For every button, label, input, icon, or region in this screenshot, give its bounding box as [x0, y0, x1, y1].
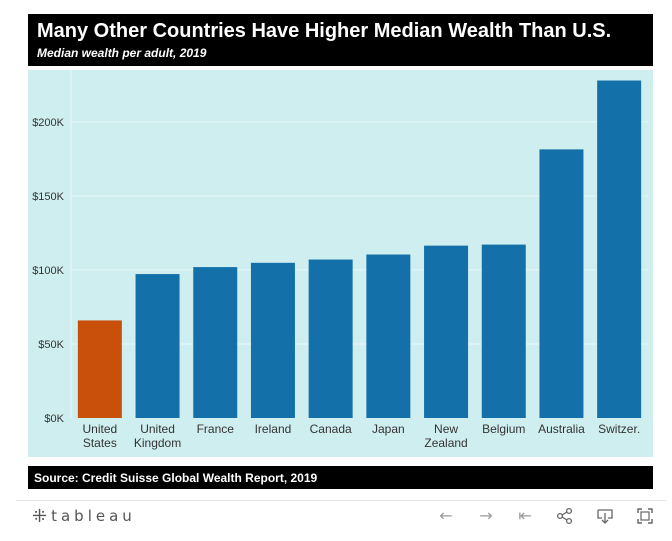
chart-area: $0K $50K $100K $150K $200K United States United…: [28, 70, 653, 457]
x-tick-label: New: [434, 422, 458, 436]
y-tick-label: $0K: [44, 413, 64, 425]
x-tick-label: Kingdom: [134, 436, 181, 450]
x-tick-label: United: [83, 422, 118, 436]
bar-chart: $0K$50K$100K$150K$200KUnitedStatesUnited…: [28, 70, 653, 457]
x-tick-label: Switzer.: [598, 422, 640, 436]
x-tick-label: Zealand: [424, 436, 467, 450]
y-tick-label: $50K: [38, 339, 64, 351]
bar: [308, 259, 353, 418]
bar: [250, 262, 295, 418]
x-tick-label: United: [140, 422, 175, 436]
source-note: Source: Credit Suisse Global Wealth Repo…: [34, 471, 318, 485]
fullscreen-icon[interactable]: [635, 507, 655, 525]
bar: [135, 274, 180, 418]
bar: [424, 245, 469, 418]
x-tick-label: Japan: [372, 422, 405, 436]
y-tick-label: $100K: [32, 265, 64, 277]
y-tick-label: $150K: [32, 191, 64, 203]
x-tick-label: Canada: [310, 422, 352, 436]
x-tick-label: States: [83, 436, 117, 450]
chart-header: Many Other Countries Have Higher Median …: [28, 14, 653, 66]
download-icon[interactable]: [595, 507, 615, 525]
share-icon[interactable]: [555, 507, 575, 525]
undo-icon[interactable]: ←: [439, 506, 453, 525]
revert-icon[interactable]: ⇤: [518, 506, 532, 525]
bar: [481, 244, 526, 418]
bar: [597, 80, 642, 419]
x-tick-label: Belgium: [482, 422, 525, 436]
tableau-logo-icon: ⁜: [32, 506, 48, 526]
bar: [193, 267, 238, 418]
chart-subtitle: Median wealth per adult, 2019: [37, 46, 207, 60]
chart-title: Many Other Countries Have Higher Median …: [37, 20, 612, 42]
tableau-toolbar: ⁜ tableau ← → ⇤: [16, 500, 666, 531]
x-tick-label: France: [197, 422, 235, 436]
x-tick-label: Australia: [538, 422, 585, 436]
x-tick-label: Ireland: [255, 422, 292, 436]
chart-footer: Source: Credit Suisse Global Wealth Repo…: [28, 466, 653, 489]
y-tick-label: $200K: [32, 117, 64, 129]
bar: [539, 149, 584, 418]
tableau-logo-text: tableau: [51, 507, 136, 525]
bar: [366, 254, 411, 418]
redo-icon[interactable]: →: [479, 506, 493, 525]
tableau-logo[interactable]: ⁜ tableau: [32, 507, 136, 525]
bar: [77, 320, 122, 418]
